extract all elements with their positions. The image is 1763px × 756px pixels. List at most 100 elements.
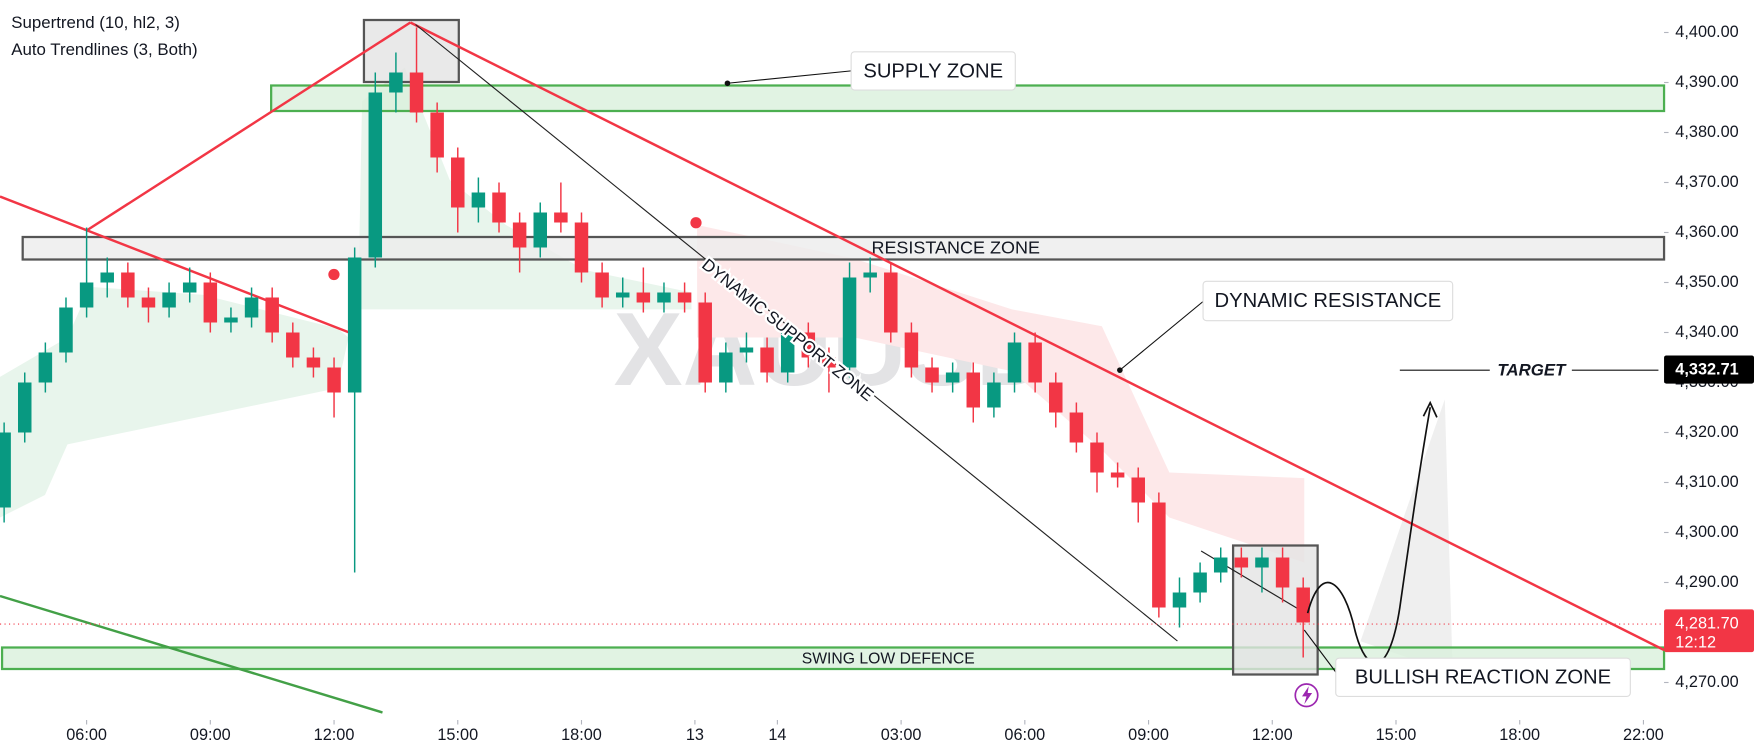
supertrend-up-area [0,286,349,518]
y-tick-label: 4,360.00 [1675,223,1738,241]
y-tick-label: 4,390.00 [1675,73,1738,91]
candle-body [347,257,362,393]
candle-body [306,357,321,368]
y-tick-label: 4,270.00 [1675,673,1738,691]
projection-arrow [1422,400,1438,418]
alert-bolt [1302,686,1313,705]
candles [0,27,1310,658]
zone-label: SWING LOW DEFENCE [802,650,975,667]
dynamic-resistance-callout: DYNAMIC RESISTANCE [1117,280,1454,373]
candle-body [286,332,300,358]
price-label: 4,281.70 [1675,614,1738,632]
price-label-box [1664,609,1755,653]
y-tick-label: 4,320.00 [1675,423,1738,441]
candle-body [244,297,259,318]
candle-body [780,332,795,373]
candle-body [1007,342,1022,383]
candle-body [636,292,651,303]
y-tick-label: 4,350.00 [1675,273,1738,291]
candle-body [224,317,238,323]
alert-icon[interactable] [1294,683,1319,708]
trendline [415,24,1178,642]
candle-body [657,292,671,303]
candle-body [430,112,444,158]
candle-body [162,292,176,308]
candle-body [1296,587,1310,623]
x-tick-label: 14 [768,726,786,744]
connector [727,70,852,84]
candle-body [59,307,73,353]
candle-body [842,277,857,368]
x-tick-label: 09:00 [190,726,231,744]
candle-body [512,222,527,248]
candle-body [141,297,156,308]
candle-body [265,297,279,333]
candle-body [595,272,609,298]
x-tick-label: 06:00 [1004,726,1045,744]
y-tick-label: 4,340.00 [1675,323,1738,341]
candle-body [17,382,32,433]
candle-body [945,372,960,383]
trendline [0,195,357,337]
candle-body [1049,382,1063,413]
supply-callout: SUPPLY ZONE [724,51,1016,91]
connector-dot [1117,367,1123,373]
candle-body [0,432,11,508]
trendlines [0,21,1665,714]
y-tick-label: 4,400.00 [1675,23,1738,41]
x-tick-label: 15:00 [1376,726,1417,744]
supertrend-up-area [357,67,692,338]
zone [270,84,1666,113]
candle-body [368,92,383,258]
connector [1119,301,1204,371]
candle-body [1028,342,1042,383]
y-tick-label: 4,310.00 [1675,473,1738,491]
candle-body [1234,557,1249,568]
signal-dot [328,268,340,281]
candle-body [966,372,981,408]
signal-dot [690,217,702,229]
candle-body [327,367,341,393]
x-tick-label: 15:00 [437,726,478,744]
candle-body [1069,412,1084,443]
indicator-label[interactable]: Auto Trendlines (3, Both) [11,40,197,59]
candle-body [38,352,53,383]
trendline [0,594,383,714]
candle-body [925,367,939,383]
candle-body [1275,557,1290,588]
candle-body [739,347,754,353]
candle-body [79,282,94,308]
price-label: 4,332.71 [1675,360,1738,378]
price-label-time: 12:12 [1675,633,1716,651]
candle-body [533,212,547,248]
x-tick-label: 12:00 [1252,726,1293,744]
candle-body [801,332,816,358]
candle-body [1172,592,1187,608]
callout-text: BULLISH REACTION ZONE [1355,667,1611,689]
projection-area [1360,399,1453,673]
candle-body [574,222,589,273]
callout-box [850,51,1016,91]
candle-body [409,72,424,113]
callout-text: DYNAMIC RESISTANCE [1215,290,1442,312]
candle-body [121,272,135,298]
x-tick-label: 09:00 [1128,726,1169,744]
callout-text: SUPPLY ZONE [863,60,1003,82]
candle-body [389,72,403,93]
candle-body [719,352,733,383]
zone-label: RESISTANCE ZONE [871,237,1039,257]
x-tick-label: 06:00 [66,726,107,744]
bullish-callout: BULLISH REACTION ZONE [1303,629,1631,697]
candle-body [554,212,568,223]
candle-body [760,347,774,373]
indicator-label[interactable]: Supertrend (10, hl2, 3) [11,13,180,32]
candle-body [884,272,898,333]
y-tick-label: 4,290.00 [1675,573,1738,591]
callout-box [1335,657,1631,697]
candle-body [492,192,506,223]
candle-body [451,157,465,208]
candle-body [987,382,1001,408]
x-tick-label: 03:00 [881,726,922,744]
